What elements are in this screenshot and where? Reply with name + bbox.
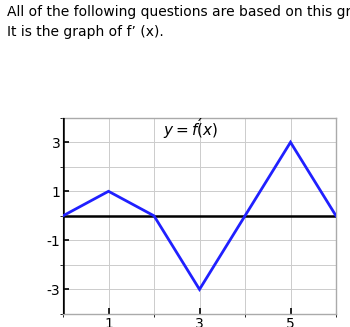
Text: All of the following questions are based on this graph.: All of the following questions are based…: [7, 5, 350, 19]
Text: It is the graph of f’ (x).: It is the graph of f’ (x).: [7, 25, 164, 39]
Text: $y = f\'(x)$: $y = f\'(x)$: [163, 116, 218, 141]
